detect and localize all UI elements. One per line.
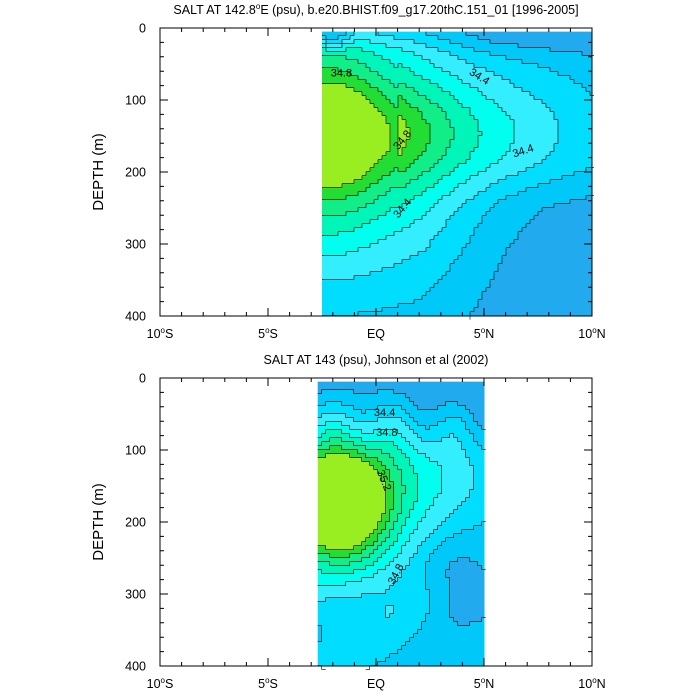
bottom-contour-lines — [317, 389, 486, 670]
bottom-contour-band-2 — [317, 401, 485, 667]
top-x-tick-label-1: 5oS — [258, 326, 278, 341]
bottom-contour-label-text-1: 34.8 — [376, 427, 397, 439]
bottom-y-tick-label-0: 0 — [139, 372, 146, 386]
top-panel: SALT AT 142.8oE (psu), b.e20.BHIST.f09_g… — [90, 2, 606, 341]
top-contour-band-5 — [322, 47, 483, 237]
bottom-contour-band-5 — [317, 429, 419, 575]
bottom-y-tick-label-2: 200 — [125, 516, 146, 530]
top-contour-lines — [322, 31, 594, 320]
top-y-tick-label-3: 300 — [125, 238, 146, 252]
top-contour-band-4 — [322, 39, 515, 257]
bottom-x-tick-label-0: 10oS — [147, 676, 174, 691]
top-contour-label-text-0: 34.8 — [331, 68, 352, 80]
bottom-contour-band-1 — [317, 389, 485, 667]
top-contour-fill — [322, 31, 593, 317]
bottom-contour-labels: 34.434.835.234.8 — [374, 407, 407, 587]
bottom-x-tick-label-2: EQ — [367, 677, 385, 691]
top-contour-band-3 — [322, 31, 559, 281]
top-contour-lines-path — [322, 31, 594, 320]
top-x-tick-label-4: 10oN — [578, 326, 605, 341]
bottom-chart-title: SALT AT 143 (psu), Johnson et al (2002) — [264, 353, 489, 367]
top-y-tick-label-1: 100 — [125, 94, 146, 108]
top-tick-marks — [159, 27, 593, 317]
top-contour-band-1 — [322, 31, 593, 317]
top-contour-band-8 — [322, 83, 411, 189]
bottom-y-tick-label-4: 400 — [125, 660, 146, 674]
top-contour-band-7 — [322, 67, 431, 201]
bottom-x-tick-label-4: 10oN — [578, 676, 605, 691]
bottom-contour-label-0: 34.4 — [374, 407, 395, 419]
top-contour-band-0 — [466, 31, 593, 317]
top-y-axis-label: DEPTH (m) — [90, 133, 107, 211]
top-x-tick-label-3: 5oN — [474, 326, 494, 341]
bottom-y-tick-label-3: 300 — [125, 588, 146, 602]
bottom-contour-label-1: 34.8 — [376, 427, 397, 439]
top-x-tick-label-0: 10oS — [147, 326, 174, 341]
bottom-contour-band-0 — [317, 381, 485, 627]
top-contour-band-2 — [322, 31, 593, 317]
bottom-contour-band-4 — [317, 421, 443, 587]
bottom-axes: 10oS 5oS EQ 5oN 10oN 0 100 200 300 400 — [125, 372, 606, 692]
top-axes: 10oS 5oS EQ 5oN 10oN 0 100 200 300 400 — [125, 22, 606, 342]
bottom-y-axis-label: DEPTH (m) — [90, 483, 107, 561]
bottom-x-tick-label-3: 5oN — [474, 676, 494, 691]
bottom-contour-lines-path — [317, 389, 486, 670]
top-y-tick-label-4: 400 — [125, 310, 146, 324]
top-chart-title: SALT AT 142.8oE (psu), b.e20.BHIST.f09_g… — [173, 2, 578, 17]
bottom-contour-label-text-0: 34.4 — [374, 407, 395, 419]
top-y-tick-label-2: 200 — [125, 166, 146, 180]
bottom-x-tick-label-1: 5oS — [258, 676, 278, 691]
top-y-tick-label-0: 0 — [139, 22, 146, 36]
bottom-contour-band-8 — [317, 453, 387, 551]
top-x-tick-label-2: EQ — [367, 327, 385, 341]
bottom-y-tick-label-1: 100 — [125, 444, 146, 458]
bottom-contour-band-6 — [317, 437, 407, 567]
top-contour-label-0: 34.8 — [331, 68, 352, 80]
bottom-panel: SALT AT 143 (psu), Johnson et al (2002) … — [90, 353, 606, 691]
bottom-tick-marks — [159, 377, 593, 667]
bottom-contour-fill — [317, 381, 485, 667]
